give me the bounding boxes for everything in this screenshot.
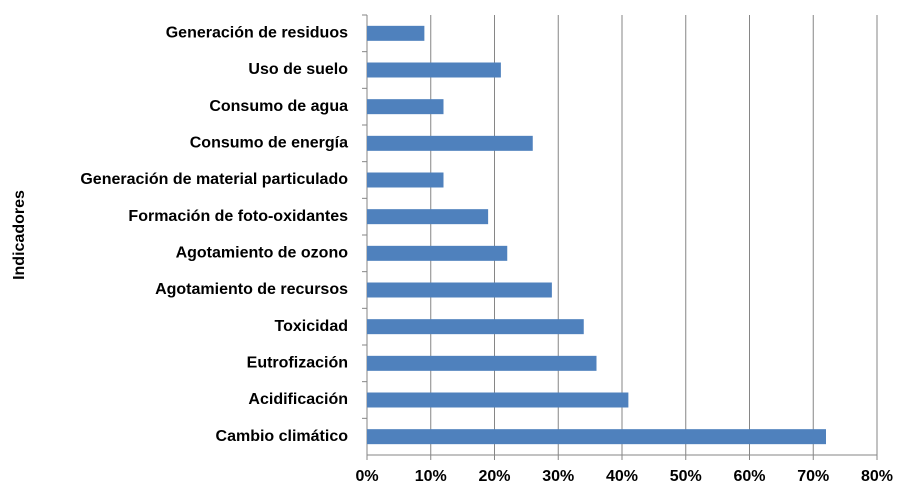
- y-tick-label: Acidificación: [248, 391, 348, 408]
- y-axis-label: Indicadores: [11, 190, 28, 280]
- bar: [367, 282, 552, 298]
- x-tick-label: 10%: [415, 468, 447, 485]
- bar: [367, 355, 597, 371]
- x-tick-label: 40%: [606, 468, 638, 485]
- y-tick-label: Eutrofización: [247, 355, 348, 372]
- bar: [367, 392, 629, 408]
- y-tick-label: Agotamiento de ozono: [176, 245, 349, 262]
- y-tick-label: Uso de suelo: [248, 61, 348, 78]
- x-tick-label: 60%: [733, 468, 765, 485]
- y-tick-label: Cambio climático: [216, 428, 349, 445]
- bar: [367, 429, 826, 445]
- x-tick-label: 0%: [355, 468, 378, 485]
- bar: [367, 135, 533, 151]
- bar: [367, 172, 444, 188]
- bar: [367, 209, 489, 225]
- bar: [367, 62, 501, 78]
- x-tick-label: 30%: [542, 468, 574, 485]
- x-tick-label: 80%: [861, 468, 893, 485]
- bar: [367, 245, 508, 261]
- x-tick-label: 50%: [670, 468, 702, 485]
- bar: [367, 319, 584, 335]
- y-tick-label: Agotamiento de recursos: [155, 281, 348, 298]
- y-tick-label: Consumo de agua: [209, 98, 348, 115]
- y-tick-label: Toxicidad: [275, 318, 349, 335]
- y-tick-label: Formación de foto-oxidantes: [128, 208, 348, 225]
- y-tick-label: Consumo de energía: [190, 135, 348, 152]
- y-tick-label: Generación de material particulado: [80, 171, 348, 188]
- y-tick-label: Generación de residuos: [166, 25, 348, 42]
- x-tick-label: 20%: [478, 468, 510, 485]
- bar: [367, 25, 425, 41]
- x-tick-label: 70%: [797, 468, 829, 485]
- bar: [367, 99, 444, 115]
